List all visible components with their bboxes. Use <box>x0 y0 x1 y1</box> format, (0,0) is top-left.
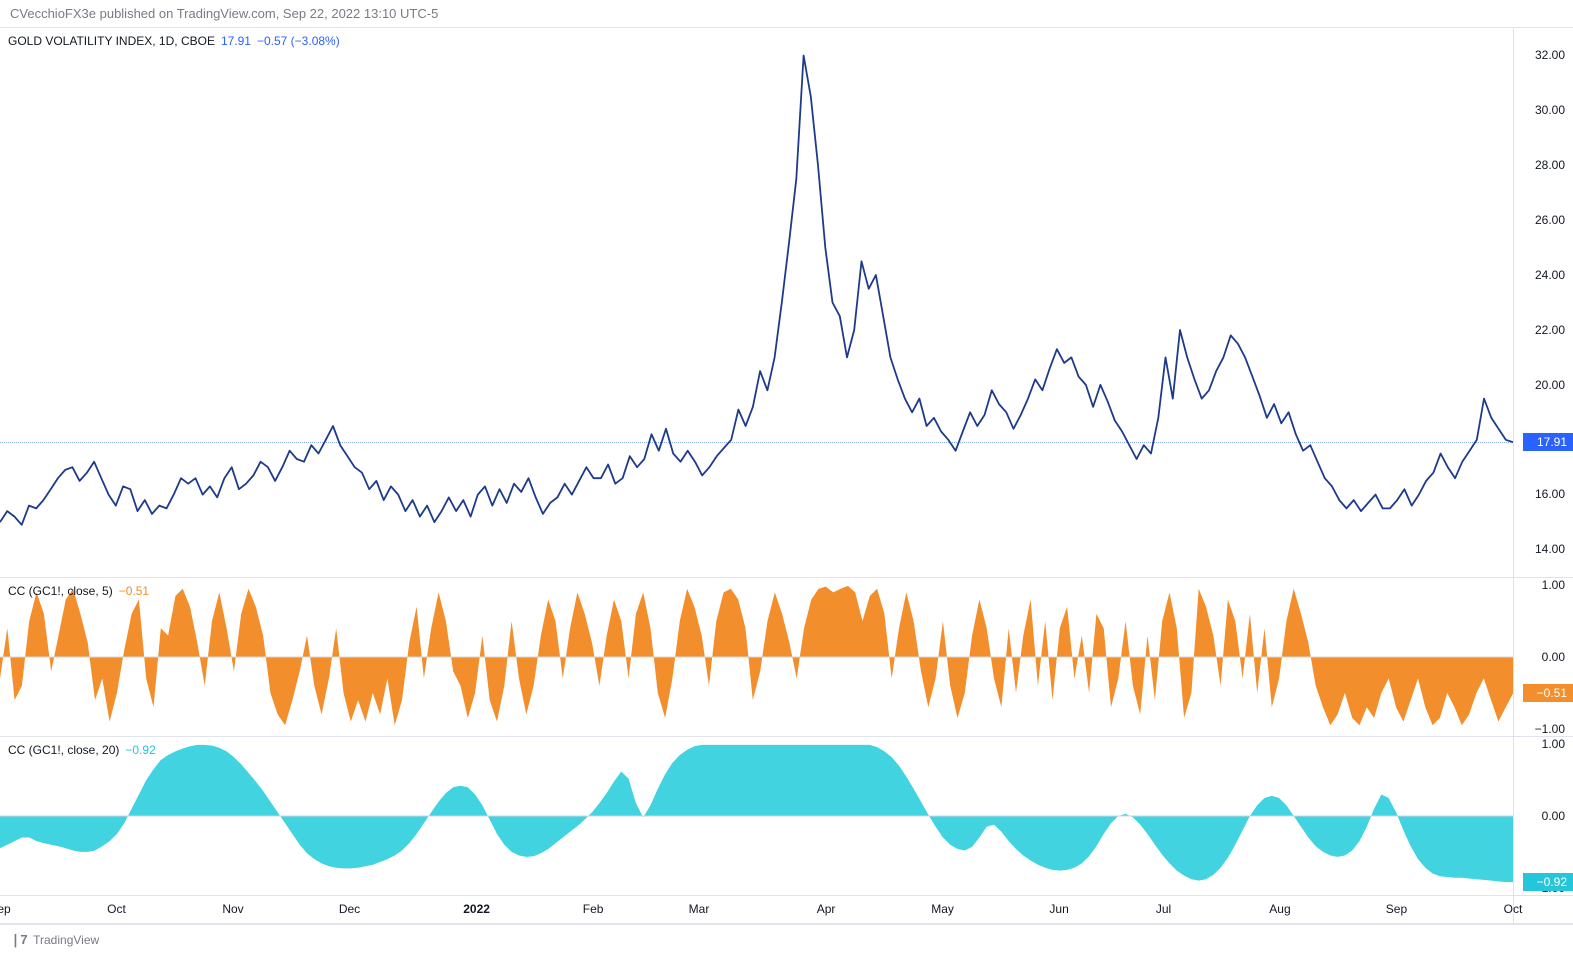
cc5-y-axis[interactable]: −1.00 0.00 1.00 −0.51 <box>1513 578 1573 736</box>
y-tick: 14.00 <box>1535 542 1565 556</box>
price-tag: 17.91 <box>1523 433 1573 451</box>
y-tick: 1.00 <box>1542 737 1565 751</box>
x-tick: Sep <box>1386 902 1407 916</box>
main-symbol: GOLD VOLATILITY INDEX, 1D, CBOE <box>8 34 215 48</box>
main-panel: GOLD VOLATILITY INDEX, 1D, CBOE 17.91 −0… <box>0 28 1573 578</box>
y-tick: 24.00 <box>1535 268 1565 282</box>
cc-area-svg <box>0 578 1513 736</box>
x-tick: Nov <box>222 902 243 916</box>
cc20-name: CC (GC1!, close, 20) <box>8 743 119 757</box>
y-tick: 28.00 <box>1535 158 1565 172</box>
y-tick: 30.00 <box>1535 103 1565 117</box>
cc20-plot-area[interactable]: CC (GC1!, close, 20) −0.92 <box>0 737 1513 895</box>
cc20-y-axis[interactable]: −1.000.001.00−0.92 <box>1513 737 1573 895</box>
price-tag: −0.51 <box>1523 684 1573 702</box>
cc20-value: −0.92 <box>125 743 155 757</box>
footer: ❘7 TradingView <box>0 924 1573 954</box>
price-tag: −0.92 <box>1523 873 1573 891</box>
main-change: −0.57 (−3.08%) <box>257 34 340 48</box>
x-tick: Oct <box>107 902 126 916</box>
y-tick: −1.00 <box>1535 722 1565 736</box>
x-tick: Feb <box>583 902 604 916</box>
main-y-axis[interactable]: 14.0016.0018.0020.0022.0024.0026.0028.00… <box>1513 28 1573 577</box>
tradingview-logo-text: TradingView <box>33 933 99 947</box>
cc20-label: CC (GC1!, close, 20) −0.92 <box>8 743 156 757</box>
main-value: 17.91 <box>221 34 251 48</box>
chart-container: GOLD VOLATILITY INDEX, 1D, CBOE 17.91 −0… <box>0 28 1573 924</box>
cc-area-svg <box>0 737 1513 895</box>
x-tick: May <box>931 902 954 916</box>
publish-header: CVecchioFX3e published on TradingView.co… <box>0 0 1573 28</box>
x-tick: Dec <box>339 902 360 916</box>
x-tick: Jul <box>1156 902 1171 916</box>
cc5-name: CC (GC1!, close, 5) <box>8 584 113 598</box>
publish-text: CVecchioFX3e published on TradingView.co… <box>10 6 438 21</box>
x-axis-row: Sep Oct Nov Dec 2022 Feb Mar Apr May Jun Jul Aug Sep… <box>0 896 1573 924</box>
main-plot-area[interactable]: GOLD VOLATILITY INDEX, 1D, CBOE 17.91 −0… <box>0 28 1513 577</box>
y-tick: 26.00 <box>1535 213 1565 227</box>
x-tick: Apr <box>817 902 836 916</box>
cc5-value: −0.51 <box>119 584 149 598</box>
x-tick: Mar <box>689 902 710 916</box>
x-tick: 2022 <box>463 902 490 916</box>
y-tick: 32.00 <box>1535 48 1565 62</box>
y-tick: 16.00 <box>1535 487 1565 501</box>
cc5-label: CC (GC1!, close, 5) −0.51 <box>8 584 149 598</box>
y-tick: 20.00 <box>1535 378 1565 392</box>
y-tick: 0.00 <box>1542 650 1565 664</box>
x-tick: Aug <box>1269 902 1290 916</box>
main-line-svg <box>0 28 1513 577</box>
x-axis[interactable]: Sep Oct Nov Dec 2022 Feb Mar Apr May Jun Jul Aug Sep… <box>0 896 1513 923</box>
cc5-panel: CC (GC1!, close, 5) −0.51 −1.000.001.00−… <box>0 578 1573 737</box>
y-tick: 0.00 <box>1542 809 1565 823</box>
x-tick: Oct <box>1504 902 1523 916</box>
main-label: GOLD VOLATILITY INDEX, 1D, CBOE 17.91 −0… <box>8 34 340 48</box>
cc5-plot-area[interactable]: CC (GC1!, close, 5) −0.51 <box>0 578 1513 736</box>
x-tick: Jun <box>1049 902 1068 916</box>
x-tick: Sep <box>0 902 11 916</box>
y-tick: 22.00 <box>1535 323 1565 337</box>
cc20-panel: CC (GC1!, close, 20) −0.92 −1.000.001.00… <box>0 737 1573 896</box>
y-tick: 1.00 <box>1542 578 1565 592</box>
tradingview-logo-icon: ❘7 <box>10 932 27 948</box>
